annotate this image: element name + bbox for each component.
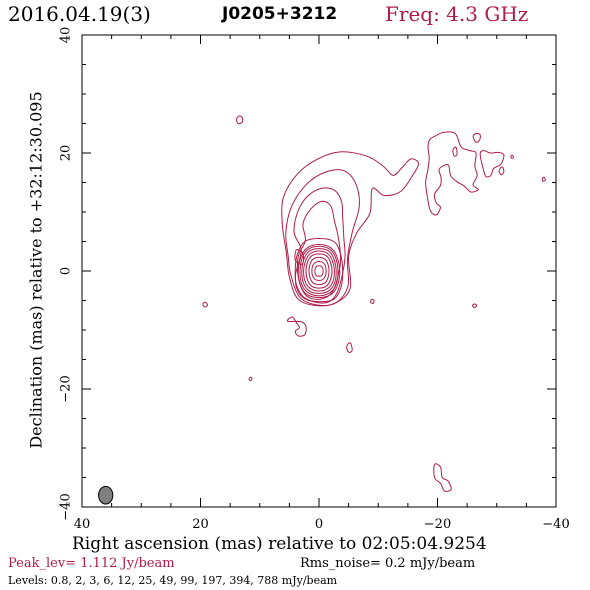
contour-line	[305, 253, 333, 289]
contour-line	[301, 248, 337, 294]
contour-line	[471, 303, 478, 309]
contour-line	[433, 463, 452, 492]
contour-line	[370, 298, 375, 305]
contour-line	[303, 250, 335, 292]
contour-line	[498, 166, 505, 176]
frequency-label: Freq: 4.3 GHz	[385, 2, 529, 26]
axis-ticks	[81, 34, 557, 508]
contour-line	[425, 131, 479, 216]
y-tick-label: 40	[59, 27, 74, 44]
x-tick-label: 40	[74, 517, 91, 532]
x-tick-label: −40	[542, 517, 569, 532]
y-tick-label: 0	[59, 267, 74, 275]
contour-line	[281, 151, 420, 307]
contour-line	[294, 249, 305, 265]
contour-line	[452, 146, 458, 157]
contour-line	[472, 132, 481, 143]
contour-line	[299, 245, 339, 297]
contour-line	[297, 243, 341, 299]
x-tick-labels: 40 20 0 −20 −40	[74, 517, 570, 532]
x-tick-label: 0	[315, 517, 323, 532]
beam-ellipse	[98, 485, 114, 505]
contour-line	[236, 115, 244, 125]
contour-lines	[202, 115, 546, 492]
epoch-date: 2016.04.19(3)	[8, 2, 151, 26]
peak-level: Peak_lev= 1.112 Jy/beam	[8, 556, 175, 571]
plot-frame	[81, 34, 557, 508]
rms-noise: Rms_noise= 0.2 mJy/beam	[300, 556, 476, 571]
contour-line	[510, 154, 514, 159]
contour-line	[202, 301, 209, 308]
y-tick-label: 20	[59, 145, 74, 162]
contour-line	[296, 200, 342, 300]
contour-line	[314, 265, 324, 277]
x-tick-label: 20	[192, 517, 209, 532]
contour-levels: Levels: 0.8, 2, 3, 6, 12, 25, 49, 99, 19…	[8, 574, 338, 587]
contour-line	[541, 176, 546, 182]
x-axis-label: Right ascension (mas) relative to 02:05:…	[72, 534, 487, 554]
contour-line	[248, 376, 253, 382]
contour-line	[479, 150, 505, 178]
x-tick-label: −20	[424, 517, 451, 532]
contour-line	[311, 261, 327, 281]
contour-line	[286, 316, 307, 337]
contour-line	[308, 256, 330, 286]
contour-line	[346, 342, 353, 353]
y-tick-label: −20	[59, 375, 74, 402]
y-tick-label: −40	[59, 493, 74, 520]
contour-line	[293, 187, 346, 304]
y-tick-labels: −40 −20 0 20 40	[59, 27, 74, 521]
y-axis-label: Declination (mas) relative to +32:12:30.…	[26, 91, 46, 449]
source-name: J0205+3212	[222, 4, 338, 24]
